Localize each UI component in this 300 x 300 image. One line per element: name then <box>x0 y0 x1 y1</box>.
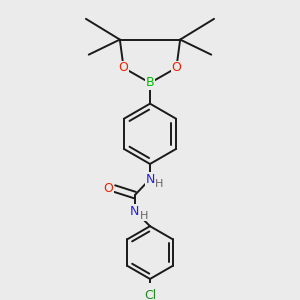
Text: N: N <box>130 205 140 218</box>
Text: O: O <box>103 182 113 195</box>
Text: H: H <box>155 179 164 189</box>
Text: H: H <box>140 211 148 221</box>
Text: O: O <box>171 61 181 74</box>
Text: N: N <box>145 172 155 186</box>
Text: Cl: Cl <box>144 290 156 300</box>
Text: B: B <box>146 76 154 89</box>
Text: O: O <box>119 61 129 74</box>
